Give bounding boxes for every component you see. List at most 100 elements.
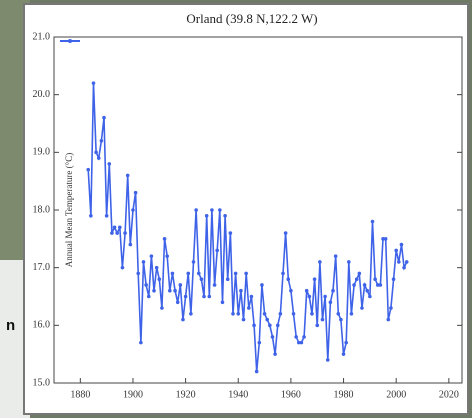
data-point [307,294,312,299]
data-point [270,335,275,339]
data-point [399,242,404,247]
data-point [381,237,385,241]
data-point [204,213,209,218]
y-tick-label: 15.0 [33,377,51,388]
data-point [273,352,277,356]
data-point [302,335,306,339]
data-point [228,231,233,235]
data-point [231,312,235,316]
data-point [318,260,322,264]
data-point [152,288,156,293]
y-tick-label: 16.0 [33,320,51,331]
data-point [331,288,335,293]
data-point [391,277,396,282]
data-point [181,317,185,322]
data-point [262,312,267,316]
data-point [368,294,372,299]
data-point [265,317,270,322]
data-point [249,294,254,299]
data-point [286,277,291,282]
data-point [304,288,309,293]
data-point [133,190,138,195]
data-point [120,265,125,270]
data-point [328,300,333,305]
x-tick-label: 2000 [386,389,406,400]
data-point [375,283,380,287]
data-point [297,340,301,345]
data-point [91,81,96,85]
x-tick-label: 1940 [228,389,248,400]
data-point [312,277,317,282]
data-point [210,208,214,212]
x-tick-label: 1880 [70,389,90,400]
data-point [389,306,393,310]
data-point [373,277,377,282]
data-point [99,139,104,143]
data-point [394,248,398,253]
data-point [404,260,409,264]
data-point [194,208,198,212]
data-point [189,312,193,316]
data-point [260,283,264,287]
data-point [291,312,296,316]
data-point [233,271,238,276]
data-point [104,213,109,218]
data-point [94,150,98,155]
data-point [294,335,298,339]
data-point [354,277,359,282]
data-point [236,312,241,316]
data-point [110,231,114,235]
y-axis-label: Annual Mean Temperature (°C) [64,153,74,268]
data-point [244,271,248,276]
data-point [362,283,367,287]
data-point [175,300,180,305]
y-tick-label: 20.0 [33,89,51,100]
data-point [352,283,356,287]
x-tick-label: 1960 [281,389,301,400]
x-tick-label: 1900 [123,389,143,400]
data-point [289,288,293,293]
data-point [257,340,262,345]
data-point [386,317,391,322]
data-point [283,231,288,235]
data-point [123,231,127,235]
data-point [162,237,167,241]
data-point [154,265,159,270]
data-point [199,277,204,282]
chart-title: Orland (39.8 N,122.2 W) [186,11,317,26]
data-point [146,294,151,299]
data-point [168,288,172,293]
data-point [118,225,122,230]
data-point [170,271,175,276]
y-tick-label: 18.0 [33,204,51,215]
data-point [107,162,112,166]
data-point [310,312,314,316]
data-point [139,340,143,345]
data-point [115,231,119,235]
data-point [252,323,256,328]
data-point [207,294,212,299]
data-point [370,219,375,224]
data-point [275,323,280,328]
x-tick-label: 1980 [334,389,354,400]
data-point [349,312,354,316]
data-point [144,283,148,287]
data-point [112,225,117,230]
data-point [278,312,283,316]
data-point [397,260,401,264]
data-point [299,340,304,345]
y-tick-label: 19.0 [33,147,51,158]
data-point [202,294,206,299]
data-point [365,288,370,293]
data-point [323,294,327,299]
data-point [239,288,243,293]
data-point [141,260,146,264]
data-point [254,369,259,374]
data-point [341,352,346,356]
data-point [336,312,341,316]
data-point [157,277,162,282]
data-point [102,115,106,120]
data-point [402,265,406,270]
data-point [325,358,330,362]
legend-marker [68,39,72,43]
